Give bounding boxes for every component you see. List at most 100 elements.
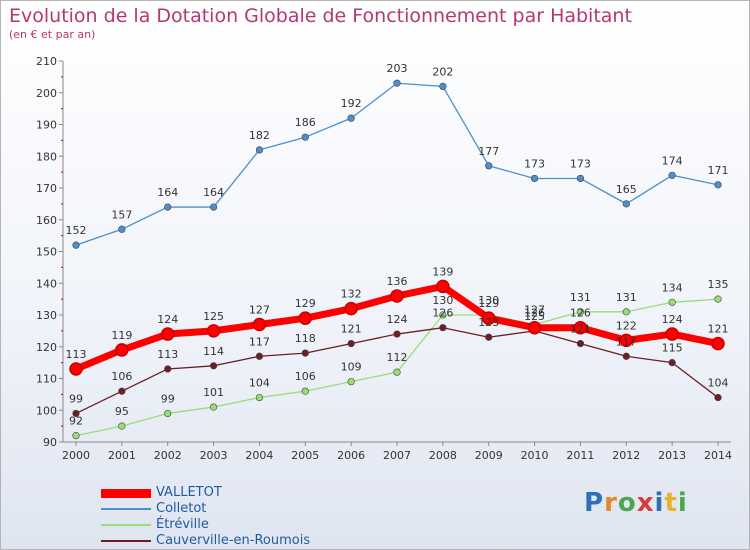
x-tick-label: 2005 xyxy=(291,449,319,462)
data-point-cauverville-en-roumois xyxy=(72,409,80,418)
y-tick-label: 160 xyxy=(36,214,57,227)
data-point-etreville xyxy=(301,387,309,395)
logo-letter: i xyxy=(654,488,665,518)
x-tick-label: 2010 xyxy=(521,449,549,462)
data-point-etreville xyxy=(576,308,585,316)
data-label-colletot: 202 xyxy=(432,65,453,78)
data-point-etreville xyxy=(72,432,80,440)
data-point-cauverville-en-roumois xyxy=(439,324,447,332)
x-tick-label: 2011 xyxy=(566,449,594,462)
data-point-valletot xyxy=(527,320,542,335)
data-label-etreville: 101 xyxy=(203,386,224,399)
legend-swatch-etreville xyxy=(101,524,151,526)
y-tick-label: 200 xyxy=(36,87,57,100)
data-label-valletot: 121 xyxy=(708,323,729,336)
proxiti-logo: Proxiti xyxy=(584,488,688,518)
y-tick-label: 90 xyxy=(43,436,57,449)
data-label-cauverville-en-roumois: 113 xyxy=(157,348,178,361)
data-label-colletot: 164 xyxy=(157,186,178,199)
data-label-colletot: 177 xyxy=(478,145,499,158)
x-tick-label: 2013 xyxy=(658,449,686,462)
logo-letter: o xyxy=(617,488,637,518)
data-label-etreville: 99 xyxy=(161,392,175,405)
data-label-etreville: 104 xyxy=(249,377,270,390)
data-point-valletot xyxy=(298,311,313,325)
x-tick-label: 2002 xyxy=(154,449,182,462)
logo-letter: r xyxy=(604,488,618,518)
data-label-colletot: 173 xyxy=(570,157,591,170)
logo-letter: x xyxy=(636,488,655,518)
data-label-etreville: 109 xyxy=(341,361,362,374)
y-tick-label: 140 xyxy=(36,277,57,290)
data-point-cauverville-en-roumois xyxy=(622,352,630,360)
legend-label-cauverville-en-roumois: Cauverville-en-Roumois xyxy=(156,533,311,548)
legend-label-valletot: VALLETOT xyxy=(156,485,222,500)
data-label-colletot: 165 xyxy=(616,183,637,196)
data-label-valletot: 132 xyxy=(341,288,362,301)
data-label-cauverville-en-roumois: 125 xyxy=(524,310,545,323)
data-label-cauverville-en-roumois: 117 xyxy=(249,335,270,348)
data-point-cauverville-en-roumois xyxy=(164,365,172,373)
data-label-valletot: 136 xyxy=(387,275,408,288)
data-point-valletot xyxy=(252,317,267,332)
data-labels-layer: 152 157 164 164 182 186 192 203 202 177 173 173 165 1… xyxy=(66,62,729,427)
data-label-colletot: 152 xyxy=(66,224,87,237)
x-tick-label: 2000 xyxy=(62,449,90,462)
data-point-etreville xyxy=(668,298,676,306)
axes: 90 100 110 120 130 140 150 160 170 180 190 200 210 20… xyxy=(36,55,732,462)
legend-item-cauverville-en-roumois: Cauverville-en-Roumois xyxy=(101,533,361,549)
data-point-valletot xyxy=(436,279,450,294)
data-label-cauverville-en-roumois: 99 xyxy=(69,392,83,405)
data-label-colletot: 186 xyxy=(295,116,316,129)
data-point-etreville xyxy=(209,403,218,411)
data-label-etreville: 112 xyxy=(387,351,408,364)
data-label-etreville: 135 xyxy=(708,278,729,291)
data-point-cauverville-en-roumois xyxy=(209,362,218,370)
data-point-valletot xyxy=(711,336,725,351)
data-point-valletot xyxy=(619,333,634,348)
data-label-etreville: 134 xyxy=(662,281,683,294)
data-label-etreville: 92 xyxy=(69,415,83,428)
data-point-colletot xyxy=(439,82,447,90)
data-point-valletot xyxy=(206,324,221,338)
data-point-colletot xyxy=(209,203,218,211)
data-label-colletot: 164 xyxy=(203,186,224,199)
legend-item-etreville: Étréville xyxy=(101,517,361,533)
data-point-etreville xyxy=(118,422,126,430)
x-tick-label: 2006 xyxy=(337,449,365,462)
y-tick-label: 210 xyxy=(36,55,57,68)
data-label-valletot: 127 xyxy=(249,304,270,317)
data-label-colletot: 157 xyxy=(111,208,132,221)
data-point-colletot xyxy=(668,171,676,179)
data-point-valletot xyxy=(573,320,588,335)
data-point-etreville xyxy=(393,368,401,376)
data-label-cauverville-en-roumois: 114 xyxy=(203,345,224,358)
logo-letter: t xyxy=(664,488,678,518)
data-label-colletot: 173 xyxy=(524,157,545,170)
data-point-cauverville-en-roumois xyxy=(118,387,126,395)
legend-label-colletot: Colletot xyxy=(156,501,207,516)
data-point-cauverville-en-roumois xyxy=(576,339,585,348)
logo-letter: P xyxy=(584,488,605,518)
x-tick-label: 2012 xyxy=(612,449,640,462)
data-label-valletot: 122 xyxy=(616,319,637,332)
data-point-colletot xyxy=(255,146,264,154)
data-point-colletot xyxy=(301,133,309,141)
data-label-etreville: 130 xyxy=(478,294,499,307)
legend-swatch-valletot xyxy=(101,488,151,498)
data-label-etreville: 131 xyxy=(616,291,637,304)
data-point-valletot xyxy=(390,289,404,303)
y-tick-label: 180 xyxy=(36,150,57,163)
data-label-cauverville-en-roumois: 121 xyxy=(570,323,591,336)
x-tick-label: 2008 xyxy=(429,449,457,462)
data-point-colletot xyxy=(485,162,493,170)
legend-swatch-cauverville-en-roumois xyxy=(101,540,151,542)
data-point-etreville xyxy=(622,308,630,316)
data-point-cauverville-en-roumois xyxy=(255,352,264,360)
data-label-cauverville-en-roumois: 104 xyxy=(708,377,729,390)
y-tick-label: 190 xyxy=(36,119,57,132)
data-point-colletot xyxy=(393,79,401,87)
x-tick-label: 2001 xyxy=(108,449,136,462)
data-point-etreville xyxy=(255,393,264,402)
